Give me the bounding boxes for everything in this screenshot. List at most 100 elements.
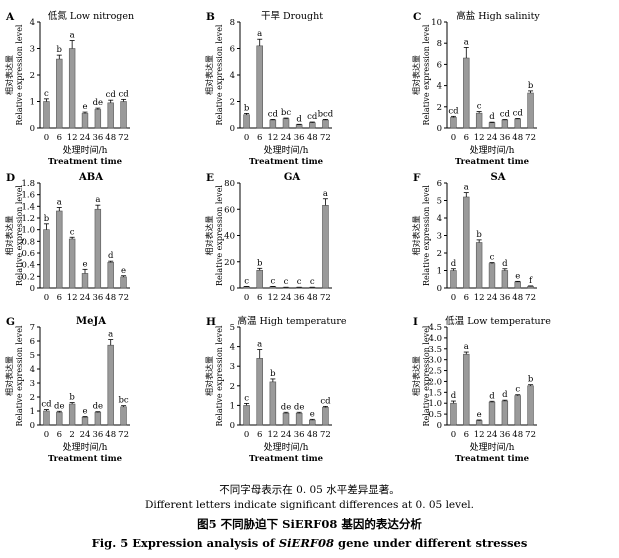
panel-g-y-tick-label: 5 xyxy=(30,351,35,361)
panel-c-significance-letter: c xyxy=(477,102,482,112)
panel-e-bar xyxy=(243,286,250,289)
panel-d-significance-letter: c xyxy=(70,227,75,237)
panel-i-significance-letter: b xyxy=(528,375,534,385)
panel-i-x-tick-label: 0 xyxy=(451,430,456,440)
panel-f-bar xyxy=(501,270,509,289)
panel-c-y-tick-label: 2 xyxy=(437,103,442,113)
panel-e-y-tick-label: 20 xyxy=(224,258,235,268)
panel-g-x-label: Treatment time xyxy=(48,454,123,464)
panel-i-significance-letter: d xyxy=(451,391,457,401)
panel-e-y-tick-label: 60 xyxy=(224,205,235,215)
panel-g-y-tick-label: 7 xyxy=(30,323,35,333)
panel-f-significance-letter: d xyxy=(451,259,457,269)
panel-a-significance-letter: a xyxy=(70,31,75,41)
panel-i-significance-letter: a xyxy=(464,342,469,352)
panel-h-x-tick-label: 48 xyxy=(307,430,318,440)
figure-title-english-gene: SiERF08 xyxy=(278,536,335,550)
panel-a-bar xyxy=(68,48,76,129)
panel-h-x-label: Treatment time xyxy=(249,454,324,464)
panel-i-x-label-chinese: 处理时间/h xyxy=(470,441,515,453)
panel-f-bar xyxy=(488,263,496,289)
panel-a-x-tick-label: 0 xyxy=(44,133,49,143)
panel-e-y-tick-label: 0 xyxy=(230,284,235,294)
panel-h-significance-letter: b xyxy=(270,369,276,379)
panel-b-significance-letter: d xyxy=(296,114,302,124)
panel-h-bar xyxy=(322,407,329,426)
panel-i-x-tick-label: 12 xyxy=(474,430,485,440)
panel-i-title-english: Low temperature xyxy=(467,316,551,327)
panel-a-bar xyxy=(56,58,63,129)
panel-h-significance-letter: c xyxy=(244,393,249,403)
panel-h-bar xyxy=(256,358,263,426)
panel-a-y-tick-label: 0 xyxy=(30,124,35,134)
panel-e-significance-letter: c xyxy=(270,276,275,286)
panel-g-x-tick-label: 6 xyxy=(57,430,62,440)
panel-c-bar xyxy=(514,118,521,129)
panel-f-bar xyxy=(463,196,470,289)
panel-g-bar xyxy=(81,416,89,426)
panel-a-y-tick-label: 1 xyxy=(30,98,35,108)
panel-a-x-tick-label: 36 xyxy=(92,133,103,143)
panel-f-bar xyxy=(527,285,534,289)
panel-a-y-label: Relative expression level xyxy=(15,24,24,125)
panel-c-x-tick-label: 36 xyxy=(499,133,510,143)
panel-d-bar xyxy=(56,210,63,289)
panel-i-x-tick-label: 6 xyxy=(464,430,469,440)
panel-g-bar xyxy=(120,406,127,426)
panel-i-y-tick-label: 1.5 xyxy=(428,388,442,398)
panel-g-significance-letter: de xyxy=(54,401,64,411)
panel-c-x-tick-label: 0 xyxy=(451,133,456,143)
panel-h-bar xyxy=(309,419,316,426)
panel-g-significance-letter: a xyxy=(108,330,113,340)
panel-c-significance-letter: a xyxy=(464,37,469,47)
panel-i-letter: I xyxy=(413,316,418,328)
panel-e-x-tick-label: 6 xyxy=(257,293,262,303)
panel-b-significance-letter: cd xyxy=(268,109,279,119)
panel-e-significance-letter: c xyxy=(244,276,249,286)
panel-i-y-tick-label: 2.5 xyxy=(428,367,442,377)
panel-b-bar xyxy=(256,45,263,129)
panel-i-y-tick-label: 4.5 xyxy=(428,323,442,333)
panel-d-y-tick-label: 1.6 xyxy=(21,191,35,201)
panel-c-x-label: Treatment time xyxy=(455,157,530,167)
panel-b-x-tick-label: 72 xyxy=(320,133,331,143)
panel-h-y-label: Relative expression level xyxy=(215,325,224,426)
panel-a-y-label-chinese: 相对表达量 xyxy=(4,55,14,95)
panel-c-significance-letter: cd xyxy=(513,108,524,118)
panel-a-y-tick-label: 4 xyxy=(30,18,35,28)
panel-f-x-tick-label: 36 xyxy=(499,293,510,303)
panel-a-x-tick-label: 6 xyxy=(57,133,62,143)
panel-g-significance-letter: bc xyxy=(118,396,128,406)
panel-c-significance-letter: cd xyxy=(500,110,511,120)
panel-g-x-tick-label: 0 xyxy=(44,430,49,440)
panel-i-y-tick-label: 3.5 xyxy=(428,345,442,355)
panel-a-significance-letter: cd xyxy=(106,90,117,100)
panel-h-x-tick-label: 24 xyxy=(281,430,292,440)
panel-h-title: 高温 High temperature xyxy=(237,315,346,327)
panel-g-title: MeJA xyxy=(76,316,106,327)
panel-g-x-tick-label: 48 xyxy=(105,430,116,440)
panel-h-y-tick-label: 2 xyxy=(230,382,235,392)
panel-g-y-tick-label: 3 xyxy=(30,379,35,389)
panel-h-bar xyxy=(269,381,277,426)
panel-d-significance-letter: b xyxy=(44,214,50,224)
panel-e-bar xyxy=(322,205,329,289)
panel-e-significance-letter: c xyxy=(284,277,289,287)
panel-e-y-tick-label: 40 xyxy=(224,232,235,242)
panel-f-y-tick-label: 3 xyxy=(437,232,442,242)
panel-f-bar xyxy=(450,270,457,289)
panel-h-significance-letter: de xyxy=(281,402,291,412)
panel-b-title-english: Drought xyxy=(283,11,323,22)
panel-h-letter: H xyxy=(206,316,216,328)
panel-f-significance-letter: d xyxy=(502,259,508,269)
panel-f-x-tick-label: 0 xyxy=(451,293,456,303)
panel-h-significance-letter: de xyxy=(294,402,304,412)
panel-i-x-tick-label: 36 xyxy=(499,430,510,440)
panel-h-x-tick-label: 6 xyxy=(257,430,262,440)
panel-d-letter: D xyxy=(6,172,15,184)
panel-c-y-label: Relative expression level xyxy=(422,24,431,125)
panel-i-title: 低温 Low temperature xyxy=(445,315,551,327)
panel-f-x-tick-label: 6 xyxy=(464,293,469,303)
panel-b-y-label-chinese: 相对表达量 xyxy=(204,55,214,95)
panel-c-title-chinese: 高盐 xyxy=(456,10,478,22)
